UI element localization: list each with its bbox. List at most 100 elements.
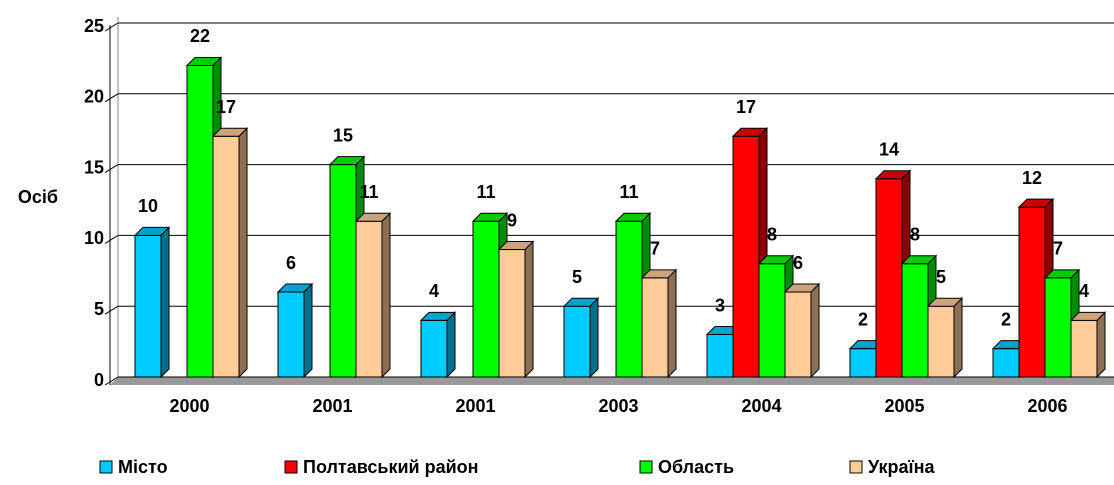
bar-face [498, 249, 526, 378]
data-label: 7 [650, 239, 660, 259]
bar [211, 127, 249, 379]
y-tick [104, 234, 119, 244]
y-tick-label: 15 [84, 157, 104, 177]
bar [640, 268, 678, 379]
y-tick [104, 164, 119, 174]
bar-face [953, 296, 963, 379]
bar-face [758, 263, 786, 378]
bar-face [900, 255, 938, 265]
bar-face [849, 348, 877, 378]
bar-face [381, 212, 391, 379]
data-label: 7 [1053, 239, 1063, 259]
bar-face [1043, 269, 1081, 279]
data-label: 5 [572, 267, 582, 287]
y-tick [104, 93, 119, 103]
bar-face [329, 164, 357, 378]
bar-face [614, 212, 652, 222]
bar-face [641, 277, 669, 378]
x-tick-label: 2000 [169, 396, 209, 416]
bar-face [706, 334, 734, 378]
bar-face [927, 305, 955, 378]
bar-face [640, 269, 678, 279]
bar-face [1044, 277, 1072, 378]
y-tick-label: 10 [84, 228, 104, 248]
x-tick-label: 2001 [455, 396, 495, 416]
bar-face [1096, 311, 1106, 379]
bar-face [472, 220, 500, 378]
bar-face [992, 348, 1020, 378]
legend-swatch [849, 460, 863, 474]
bar-face [303, 282, 313, 379]
data-label: 4 [1079, 281, 1089, 301]
bar [276, 282, 314, 379]
bar-face [186, 64, 214, 378]
bar [354, 212, 392, 379]
legend-swatch [99, 460, 113, 474]
bar-face [757, 255, 795, 265]
bar [133, 226, 171, 379]
bar-face [874, 170, 912, 180]
bar-face [419, 311, 457, 321]
floor [110, 377, 1114, 385]
data-label: 11 [619, 182, 638, 202]
data-label: 17 [736, 97, 756, 117]
y-tick [104, 305, 119, 315]
x-tick-label: 2005 [884, 396, 924, 416]
data-label: 22 [190, 26, 210, 46]
x-tick-label: 2003 [598, 396, 638, 416]
bar-face [732, 135, 760, 378]
bar-face [133, 226, 171, 236]
bar-face [211, 127, 249, 137]
bar [926, 296, 964, 379]
data-label: 11 [359, 182, 378, 202]
data-label: 5 [936, 267, 946, 287]
bar-face [212, 135, 240, 378]
bar-face [1017, 198, 1055, 208]
bar-face [134, 234, 162, 378]
bar-face [731, 127, 769, 137]
x-tick-label: 2006 [1027, 396, 1067, 416]
data-label: 17 [216, 97, 236, 117]
bar-face [355, 220, 383, 378]
bar [1069, 311, 1107, 379]
bar-face [1018, 206, 1046, 378]
y-tick [104, 376, 119, 386]
legend-swatch [284, 460, 298, 474]
y-tick-label: 25 [84, 16, 104, 36]
data-label: 2 [1001, 309, 1011, 329]
bar-face [497, 241, 535, 251]
bar-face [238, 127, 248, 379]
data-label: 4 [429, 281, 439, 301]
bar-face [810, 282, 820, 379]
legend-label: Полтавський район [303, 457, 479, 477]
data-label: 2 [858, 309, 868, 329]
bar [497, 240, 535, 379]
y-tick-label: 0 [94, 370, 104, 390]
data-label: 8 [910, 224, 920, 244]
x-tick-label: 2004 [741, 396, 781, 416]
bar-face [901, 263, 929, 378]
x-tick-label: 2001 [312, 396, 352, 416]
bar-face [784, 291, 812, 378]
bar-face [420, 319, 448, 378]
bar-face [160, 226, 170, 379]
bar-face [524, 240, 534, 379]
bar-face [276, 283, 314, 293]
bar [562, 296, 600, 379]
legend-label: Україна [868, 457, 935, 477]
bar-face [615, 220, 643, 378]
data-label: 8 [767, 224, 777, 244]
data-label: 6 [286, 253, 296, 273]
bar-face [563, 305, 591, 378]
y-tick-label: 5 [94, 299, 104, 319]
legend-swatch [639, 460, 653, 474]
bar-face [1069, 311, 1107, 321]
bar-face [277, 291, 305, 378]
bar-face [783, 283, 821, 293]
bar-face [1070, 319, 1098, 378]
bar-face [354, 212, 392, 222]
data-label: 11 [476, 182, 495, 202]
data-label: 12 [1022, 168, 1042, 188]
bar-face [471, 212, 509, 222]
